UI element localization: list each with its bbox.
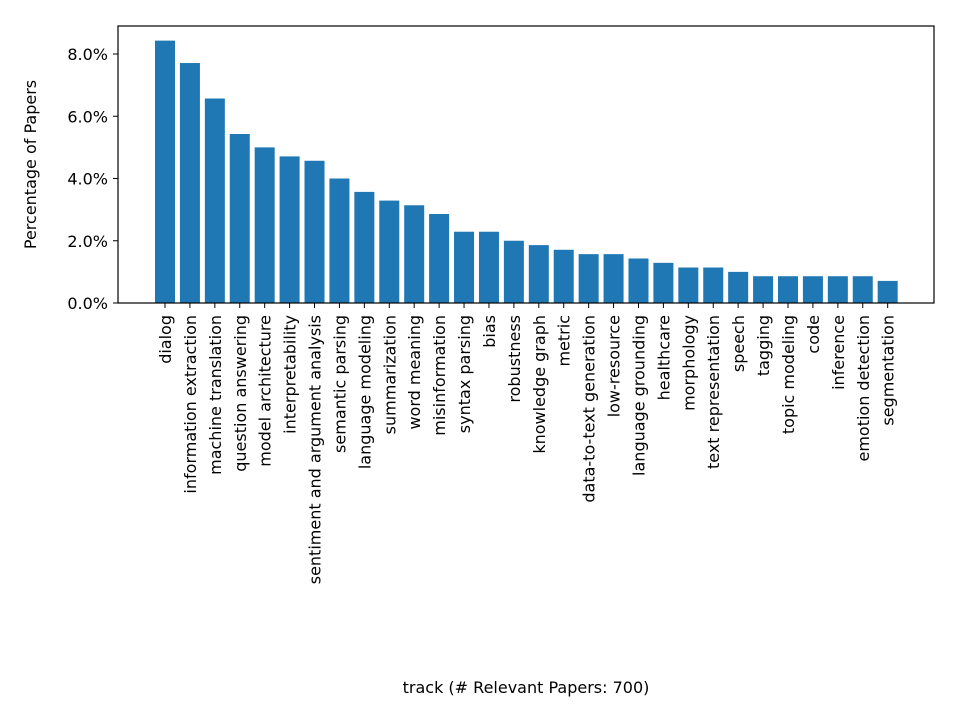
bar-inference <box>827 276 848 303</box>
bar-summarization <box>379 200 400 303</box>
bar-semantic-parsing <box>329 178 350 303</box>
bar-interpretability <box>279 156 300 303</box>
plot-frame <box>117 25 935 304</box>
bar-morphology <box>678 267 699 303</box>
bar-metric <box>553 249 574 303</box>
x-ticks-group: dialog information extraction machine tran… <box>156 303 898 584</box>
x-tick-label: semantic parsing <box>330 315 349 453</box>
y-tick-label: 8.0% <box>67 45 108 64</box>
x-tick-label: tagging <box>754 315 773 376</box>
bar-healthcare <box>653 262 674 303</box>
bar-information-extraction <box>179 63 200 303</box>
bar-question-answering <box>229 134 250 303</box>
x-tick-label: language grounding <box>629 315 648 476</box>
x-tick-label: speech <box>729 315 748 372</box>
x-tick-label: model architecture <box>256 315 275 467</box>
y-tick-label: 6.0% <box>67 107 108 126</box>
bar-language-modeling <box>354 191 375 303</box>
x-tick-label: data-to-text generation <box>580 315 599 503</box>
x-tick-label: interpretability <box>281 315 300 434</box>
bar-language-grounding <box>628 258 649 303</box>
plot-background <box>118 26 934 303</box>
x-tick-label: healthcare <box>654 315 673 400</box>
bar-misinformation <box>429 213 450 303</box>
y-ticks-group: 0.0% 2.0% 4.0% 6.0% 8.0% <box>67 45 118 313</box>
bar-topic-modeling <box>778 276 798 303</box>
bar-dialog <box>155 40 175 303</box>
x-tick-label: low-resource <box>605 315 624 417</box>
x-tick-label: morphology <box>679 315 698 411</box>
x-tick-label: text representation <box>704 315 723 469</box>
bar-low-resource <box>603 254 624 303</box>
x-tick-label: metric <box>555 315 574 367</box>
bar-code <box>802 276 823 303</box>
x-tick-label: emotion detection <box>854 315 873 462</box>
bar-machine-translation <box>204 98 225 304</box>
x-tick-label: code <box>804 315 823 354</box>
x-tick-label: topic modeling <box>779 315 798 434</box>
bar-syntax-parsing <box>454 231 475 303</box>
x-tick-label: knowledge graph <box>530 315 549 454</box>
x-tick-label: dialog <box>156 315 175 364</box>
y-tick-label: 0.0% <box>67 294 108 313</box>
x-tick-label: bias <box>480 315 499 348</box>
bar-segmentation <box>877 280 898 303</box>
bar-data-to-text-generation <box>578 254 599 303</box>
x-tick-label: question answering <box>231 315 250 472</box>
bar-word-meaning <box>404 205 425 303</box>
bar-text-representation <box>703 267 724 303</box>
x-tick-label: robustness <box>505 315 524 403</box>
x-tick-label: misinformation <box>430 315 449 436</box>
y-tick-label: 2.0% <box>67 232 108 251</box>
bar-tagging <box>753 276 774 303</box>
bar-bias <box>478 231 499 303</box>
x-tick-label: syntax parsing <box>455 315 474 433</box>
bars-group <box>155 40 898 304</box>
x-tick-label: segmentation <box>879 315 898 426</box>
x-tick-label: sentiment and argument analysis <box>306 315 325 584</box>
y-axis-title: Percentage of Papers <box>21 80 40 249</box>
bar-robustness <box>503 240 524 303</box>
x-tick-label: information extraction <box>181 315 200 494</box>
x-tick-label: summarization <box>380 315 399 434</box>
bar-knowledge-graph <box>528 245 549 303</box>
x-axis-title: track (# Relevant Papers: 700) <box>403 678 650 697</box>
bar-model-architecture <box>254 147 275 303</box>
y-tick-label: 4.0% <box>67 170 108 189</box>
bar-sentiment-and-argument-analysis <box>304 160 325 303</box>
x-tick-label: machine translation <box>206 315 225 475</box>
bar-emotion-detection <box>852 276 873 303</box>
x-tick-label: inference <box>829 315 848 390</box>
bar-speech <box>728 271 749 303</box>
x-tick-label: word meaning <box>405 315 424 430</box>
x-tick-label: language modeling <box>355 315 374 469</box>
